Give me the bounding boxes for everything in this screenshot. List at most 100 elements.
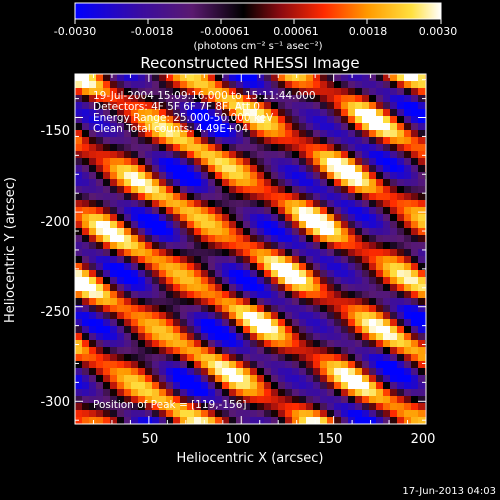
heatmap-cell — [187, 228, 195, 236]
heatmap-cell — [117, 116, 125, 124]
heatmap-cell — [334, 123, 342, 131]
heatmap-cell — [271, 95, 279, 103]
heatmap-cell — [138, 354, 146, 362]
heatmap-cell — [320, 277, 328, 285]
heatmap-cell — [411, 186, 419, 194]
heatmap-cell — [152, 396, 160, 404]
heatmap-cell — [173, 326, 181, 334]
heatmap-cell — [369, 319, 377, 327]
heatmap-cell — [390, 123, 398, 131]
heatmap-cell — [131, 172, 139, 180]
heatmap-cell — [376, 249, 384, 257]
heatmap-cell — [278, 151, 286, 159]
heatmap-cell — [334, 354, 342, 362]
heatmap-cell — [138, 382, 146, 390]
heatmap-cell — [208, 200, 216, 208]
heatmap-cell — [222, 186, 230, 194]
heatmap-cell — [264, 144, 272, 152]
heatmap-cell — [334, 298, 342, 306]
heatmap-cell — [138, 151, 146, 159]
heatmap-cell — [103, 137, 111, 145]
heatmap-cell — [299, 382, 307, 390]
heatmap-cell — [145, 95, 153, 103]
heatmap-cell — [145, 235, 153, 243]
heatmap-cell — [404, 382, 412, 390]
heatmap-cell — [180, 74, 188, 82]
x-tick-label: 150 — [318, 432, 343, 447]
heatmap-cell — [257, 382, 265, 390]
heatmap-cell — [411, 151, 419, 159]
heatmap-cell — [75, 165, 83, 173]
heatmap-cell — [257, 375, 265, 383]
heatmap-cell — [264, 116, 272, 124]
heatmap-cell — [194, 130, 202, 138]
heatmap-cell — [320, 172, 328, 180]
heatmap-cell — [334, 242, 342, 250]
heatmap-cell — [110, 354, 118, 362]
heatmap-cell — [299, 88, 307, 96]
heatmap-cell — [145, 172, 153, 180]
y-tick-label: -200 — [40, 215, 70, 230]
heatmap-cell — [243, 305, 251, 313]
heatmap-cell — [355, 144, 363, 152]
heatmap-cell — [215, 228, 223, 236]
heatmap-cell — [131, 249, 139, 257]
heatmap-cell — [355, 298, 363, 306]
heatmap-cell — [264, 165, 272, 173]
heatmap-cell — [390, 102, 398, 110]
heatmap-cell — [320, 375, 328, 383]
heatmap-cell — [383, 165, 391, 173]
heatmap-cell — [313, 102, 321, 110]
heatmap-cell — [159, 375, 167, 383]
heatmap-cell — [292, 95, 300, 103]
heatmap-cell — [250, 123, 258, 131]
heatmap-cell — [243, 214, 251, 222]
heatmap-cell — [362, 179, 370, 187]
heatmap-cell — [243, 263, 251, 271]
heatmap-cell — [180, 319, 188, 327]
heatmap-cell — [159, 347, 167, 355]
heatmap-cell — [117, 88, 125, 96]
heatmap-cell — [201, 165, 209, 173]
heatmap-cell — [75, 319, 83, 327]
heatmap-cell — [341, 305, 349, 313]
heatmap-cell — [355, 74, 363, 82]
heatmap-cell — [397, 305, 405, 313]
heatmap-cell — [348, 186, 356, 194]
heatmap-cell — [229, 186, 237, 194]
heatmap-cell — [96, 165, 104, 173]
heatmap-cell — [117, 193, 125, 201]
heatmap-cell — [103, 284, 111, 292]
heatmap-cell — [117, 354, 125, 362]
heatmap-cell — [82, 207, 90, 215]
heatmap-cell — [418, 165, 426, 173]
heatmap-cell — [166, 109, 174, 117]
heatmap-cell — [131, 284, 139, 292]
heatmap-cell — [320, 368, 328, 376]
heatmap-cell — [299, 151, 307, 159]
heatmap-cell — [362, 200, 370, 208]
heatmap-cell — [173, 354, 181, 362]
heatmap-cell — [243, 165, 251, 173]
heatmap-cell — [341, 291, 349, 299]
heatmap-cell — [131, 109, 139, 117]
heatmap-cell — [222, 172, 230, 180]
heatmap-cell — [208, 403, 216, 411]
heatmap-cell — [383, 305, 391, 313]
heatmap-cell — [306, 186, 314, 194]
heatmap-cell — [341, 326, 349, 334]
heatmap-cell — [348, 200, 356, 208]
heatmap-cell — [397, 396, 405, 404]
heatmap-cell — [201, 333, 209, 341]
heatmap-cell — [173, 214, 181, 222]
heatmap-cell — [222, 214, 230, 222]
heatmap-cell — [306, 403, 314, 411]
heatmap-cell — [397, 137, 405, 145]
heatmap-cell — [243, 347, 251, 355]
heatmap-cell — [341, 396, 349, 404]
heatmap-cell — [201, 151, 209, 159]
heatmap-cell — [194, 249, 202, 257]
heatmap-cell — [271, 305, 279, 313]
heatmap-cell — [208, 109, 216, 117]
heatmap-cell — [257, 403, 265, 411]
